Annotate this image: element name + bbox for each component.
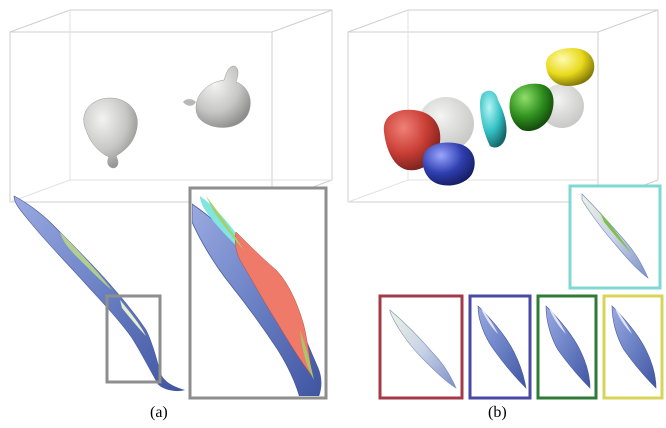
blue-droplet: [422, 142, 475, 186]
panel-a-caption: (a): [150, 404, 168, 421]
droplet-left: [83, 97, 138, 169]
zoom-region-marker-a: [105, 294, 162, 384]
inset-red: [378, 294, 464, 400]
inset-green: [536, 294, 598, 400]
yellow-droplet: [546, 48, 595, 86]
droplet-right: [183, 65, 251, 128]
bounding-box-a: [9, 9, 333, 203]
inset-blue: [468, 294, 532, 400]
panel-a: [9, 9, 333, 400]
panel-b-caption: (b): [488, 404, 507, 421]
inset-yellow: [602, 294, 664, 400]
inset-a-zoom: [188, 186, 328, 400]
green-droplet: [509, 83, 554, 132]
cyan-droplet: [480, 90, 507, 148]
interface-sheet-a: [13, 195, 186, 392]
panel-b: [347, 9, 664, 400]
inset-cyan: [568, 184, 662, 290]
bounding-box-b: [347, 9, 659, 203]
